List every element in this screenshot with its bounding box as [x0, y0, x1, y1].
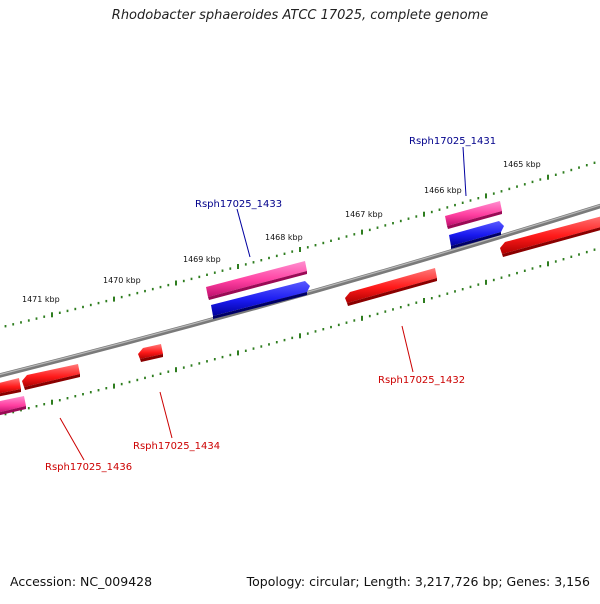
leader-line-1432: [401, 325, 414, 373]
gene-red-left-edge-feature[interactable]: [0, 378, 21, 397]
scale-label-1465: 1465 kbp: [503, 160, 541, 169]
leader-line-1436: [59, 417, 85, 461]
gene-left-edge-pink-feature[interactable]: [0, 396, 26, 416]
gene-label-rsph17025-1436[interactable]: Rsph17025_1436: [45, 462, 132, 473]
gene-rsph17025-1432-feature[interactable]: [345, 268, 437, 306]
gene-label-rsph17025-1432[interactable]: Rsph17025_1432: [378, 375, 465, 386]
scale-label-1468: 1468 kbp: [265, 233, 303, 242]
leader-line-1431: [462, 146, 467, 197]
gene-rsph17025-1431-feature[interactable]: [445, 201, 502, 229]
accession-text: Accession: NC_009428: [10, 574, 153, 589]
leader-line-1434: [159, 391, 173, 439]
scale-label-1466: 1466 kbp: [424, 186, 462, 195]
gene-blue-upper-feature[interactable]: [449, 221, 504, 249]
gene-red-right-edge-feature[interactable]: [500, 214, 600, 257]
map-title: Rhodobacter sphaeroides ATCC 17025, comp…: [111, 8, 489, 23]
gene-blue-middle-feature[interactable]: [211, 281, 310, 319]
scale-label-1470: 1470 kbp: [103, 276, 141, 285]
gene-rsph17025-1434-feature[interactable]: [138, 344, 163, 362]
inner-scale-ticks: [4, 248, 596, 416]
outer-scale-ticks: [4, 161, 596, 328]
gene-label-rsph17025-1431[interactable]: Rsph17025_1431: [409, 136, 496, 147]
gene-label-rsph17025-1433[interactable]: Rsph17025_1433: [195, 199, 282, 210]
scale-label-1469: 1469 kbp: [183, 255, 221, 264]
gene-rsph17025-1436-feature[interactable]: [22, 364, 80, 390]
gene-rsph17025-1433-feature[interactable]: [206, 261, 307, 300]
leader-line-1433: [236, 208, 251, 258]
genome-summary-text: Topology: circular; Length: 3,217,726 bp…: [246, 574, 590, 589]
gene-label-rsph17025-1434[interactable]: Rsph17025_1434: [133, 441, 220, 452]
scale-label-1471: 1471 kbp: [22, 295, 60, 304]
scale-label-1467: 1467 kbp: [345, 210, 383, 219]
